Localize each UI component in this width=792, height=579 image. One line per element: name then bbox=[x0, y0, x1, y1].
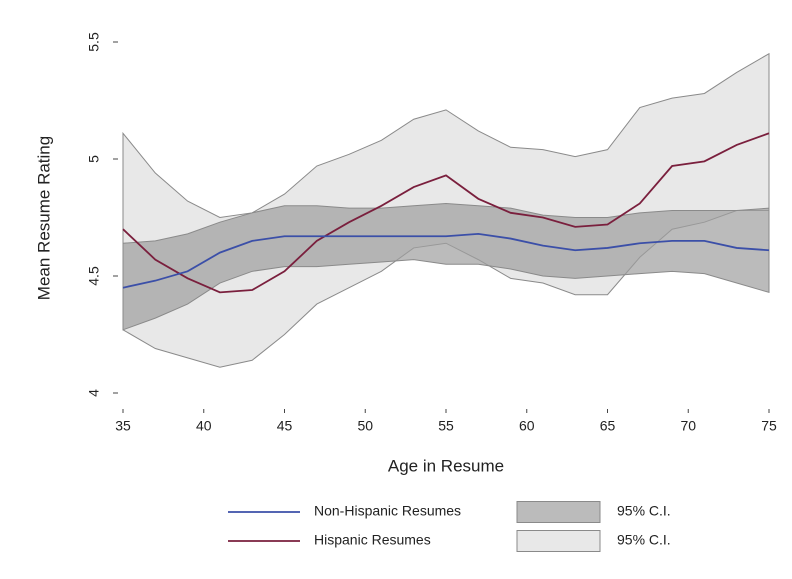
x-tick-label: 65 bbox=[600, 418, 616, 434]
line bbox=[122, 232, 770, 289]
legend-label: Hispanic Resumes bbox=[314, 532, 431, 548]
y-tick-label: 4.5 bbox=[86, 266, 102, 286]
y-axis-title: Mean Resume Rating bbox=[34, 136, 53, 300]
y-tick-label: 5 bbox=[86, 155, 102, 163]
x-tick-label: 40 bbox=[196, 418, 212, 434]
line bbox=[122, 132, 770, 294]
x-tick-label: 50 bbox=[357, 418, 373, 434]
x-axis-title: Age in Resume bbox=[388, 456, 504, 475]
x-tick-label: 70 bbox=[680, 418, 696, 434]
x-tick-label: 35 bbox=[115, 418, 131, 434]
x-tick-label: 60 bbox=[519, 418, 535, 434]
ci-band bbox=[122, 202, 770, 331]
legend-label: 95% C.I. bbox=[617, 503, 671, 519]
x-tick-label: 75 bbox=[761, 418, 777, 434]
y-tick-label: 5.5 bbox=[86, 32, 102, 52]
legend-swatch bbox=[516, 501, 601, 523]
x-tick-label: 55 bbox=[438, 418, 454, 434]
legend-swatch bbox=[516, 530, 601, 552]
y-tick-label: 4 bbox=[86, 389, 102, 397]
x-tick-label: 45 bbox=[277, 418, 293, 434]
legend-label: Non-Hispanic Resumes bbox=[314, 503, 461, 519]
legend-label: 95% C.I. bbox=[617, 532, 671, 548]
